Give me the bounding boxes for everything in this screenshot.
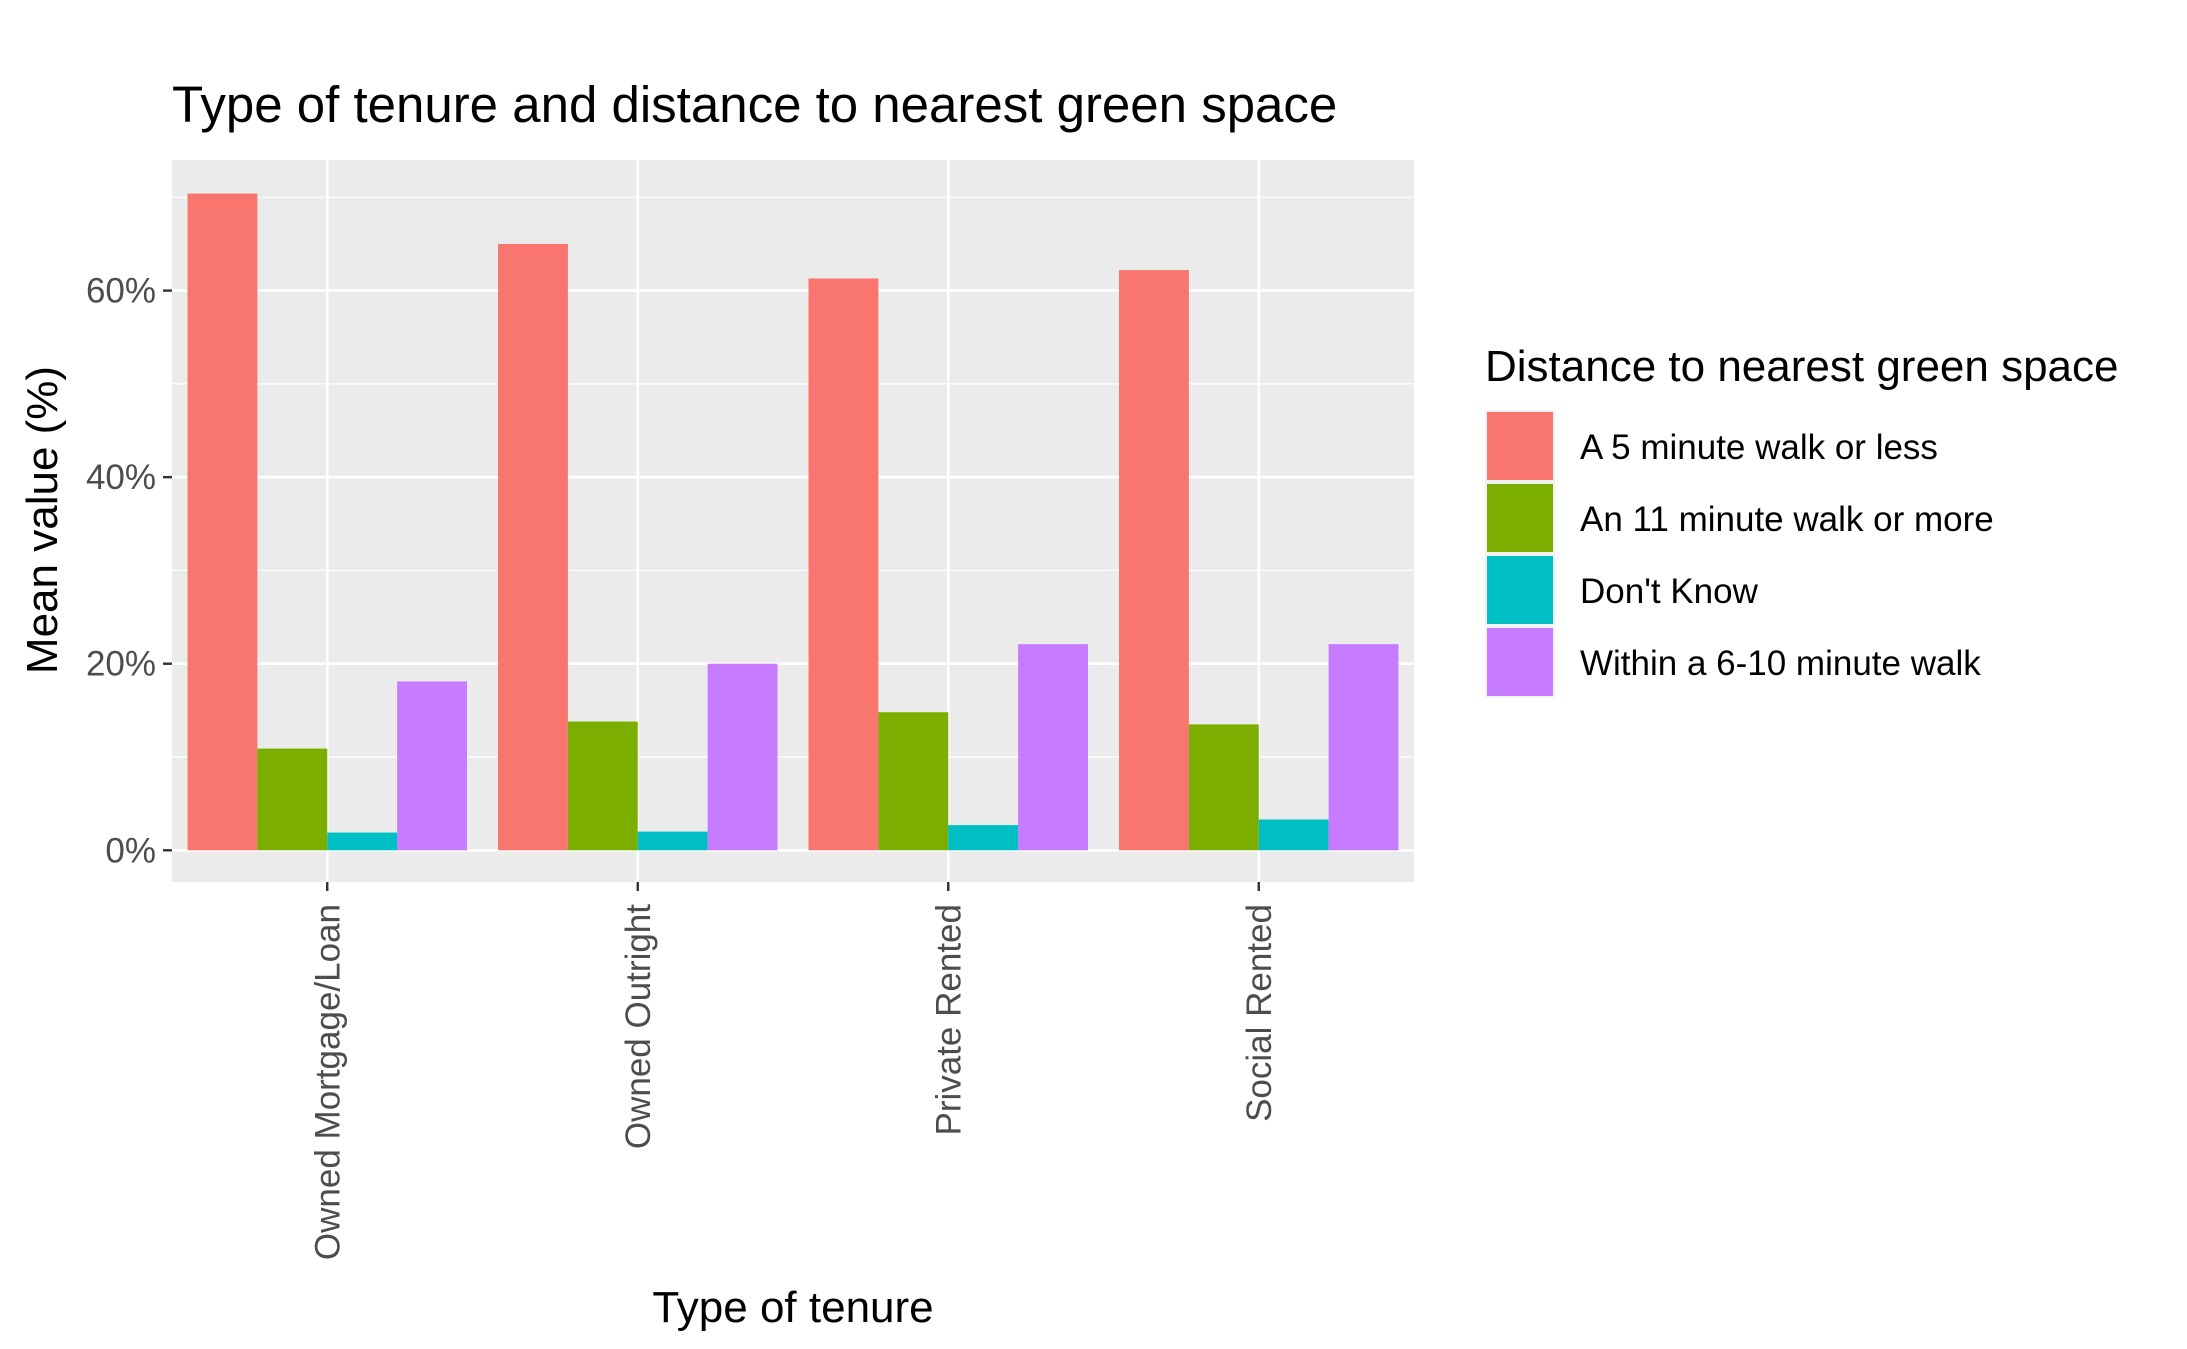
bar [707, 663, 778, 851]
y-axis: 0% 20% 40% 60% [86, 272, 172, 870]
legend: Distance to nearest green space A 5 minu… [1485, 342, 2119, 698]
bar [637, 831, 708, 851]
x-tick-label: Owned Mortgage/Loan [308, 904, 347, 1260]
legend-label: An 11 minute walk or more [1580, 500, 1994, 539]
bar [878, 712, 949, 851]
bar [808, 278, 879, 851]
y-tick-label: 40% [86, 458, 156, 497]
legend-label: Don't Know [1580, 572, 1759, 611]
x-axis: Owned Mortgage/Loan Owned Outright Private… [308, 882, 1279, 1260]
x-tick-label: Private Rented [929, 904, 968, 1136]
legend-key-swatch [1487, 628, 1553, 696]
bar [498, 243, 568, 851]
y-tick-label: 20% [86, 645, 156, 684]
chart-title: Type of tenure and distance to nearest g… [172, 76, 1337, 133]
bar [948, 825, 1019, 851]
bar [1119, 270, 1189, 851]
legend-label: Within a 6-10 minute walk [1580, 644, 1981, 683]
bar [397, 681, 467, 851]
plot-area [172, 160, 1414, 882]
x-axis-title: Type of tenure [652, 1283, 933, 1332]
bar [1188, 724, 1259, 851]
y-tick-label: 60% [86, 272, 156, 311]
bar [257, 748, 328, 851]
x-tick-label: Social Rented [1240, 904, 1279, 1122]
bar [1018, 644, 1088, 851]
legend-label: A 5 minute walk or less [1580, 428, 1938, 467]
legend-key-swatch [1487, 484, 1553, 552]
bar [187, 193, 258, 851]
y-axis-title: Mean value (%) [18, 366, 67, 674]
x-tick-label: Owned Outright [619, 904, 658, 1149]
bar [327, 832, 398, 851]
bar [1258, 819, 1329, 851]
bar [567, 721, 638, 851]
legend-title: Distance to nearest green space [1485, 342, 2119, 391]
bar [1328, 644, 1399, 851]
y-tick-label: 0% [105, 831, 156, 870]
legend-key-swatch [1487, 556, 1553, 624]
legend-key-swatch [1487, 412, 1553, 480]
